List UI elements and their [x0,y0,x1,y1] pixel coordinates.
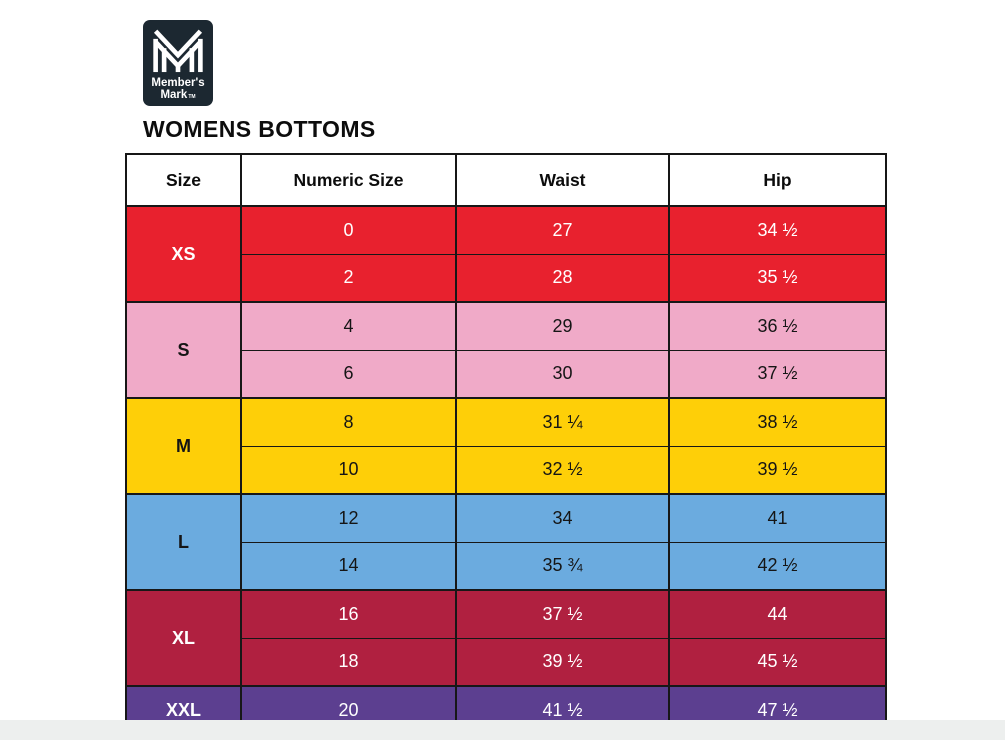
logo-text-members: Member's [151,77,205,89]
row-m-1: M 8 31 ¼ 38 ½ [125,397,887,495]
size-cell-xl: XL [125,589,242,687]
logo-text-mark: MarkTM [160,89,196,101]
waist-cell: 34 [455,493,670,543]
waist-cell: 32 ½ [455,445,670,495]
hip-cell: 44 [668,589,887,639]
row-s-2: 6 30 37 ½ [126,349,887,399]
hip-cell: 35 ½ [668,253,887,303]
bottom-edge-strip [0,720,1005,740]
numeric-size-cell: 10 [240,445,457,495]
numeric-size-cell: 4 [240,301,457,351]
header-waist: Waist [455,153,670,207]
row-xl-1: XL 16 37 ½ 44 [125,589,887,687]
members-mark-m-icon [153,29,203,73]
waist-cell: 30 [455,349,670,399]
waist-cell: 29 [455,301,670,351]
page-title: WOMENS BOTTOMS [143,116,376,142]
size-cell-m: M [125,397,242,495]
numeric-size-cell: 16 [240,589,457,639]
row-xs-2: 2 28 35 ½ [126,253,887,303]
size-cell-s: S [125,301,242,399]
numeric-size-cell: 6 [240,349,457,399]
size-cell-xs: XS [125,205,242,303]
hip-cell: 45 ½ [668,637,887,687]
size-cell-l: L [125,493,242,591]
waist-cell: 27 [455,205,670,255]
numeric-size-cell: 18 [240,637,457,687]
size-chart-table: Size Numeric Size Waist Hip XS 0 27 34 ½… [125,153,887,735]
waist-cell: 28 [455,253,670,303]
numeric-size-cell: 0 [240,205,457,255]
numeric-size-cell: 12 [240,493,457,543]
header-hip: Hip [668,153,887,207]
header-size: Size [125,153,242,207]
row-m-2: 10 32 ½ 39 ½ [126,445,887,495]
row-s-1: S 4 29 36 ½ [125,301,887,399]
hip-cell: 36 ½ [668,301,887,351]
waist-cell: 37 ½ [455,589,670,639]
trademark-symbol: TM [188,94,196,100]
members-mark-logo: Member's MarkTM [143,20,213,106]
hip-cell: 34 ½ [668,205,887,255]
waist-cell: 35 ¾ [455,541,670,591]
numeric-size-cell: 2 [240,253,457,303]
hip-cell: 42 ½ [668,541,887,591]
row-xl-2: 18 39 ½ 45 ½ [126,637,887,687]
numeric-size-cell: 8 [240,397,457,447]
waist-cell: 39 ½ [455,637,670,687]
row-l-1: L 12 34 41 [125,493,887,591]
waist-cell: 31 ¼ [455,397,670,447]
hip-cell: 37 ½ [668,349,887,399]
numeric-size-cell: 14 [240,541,457,591]
row-l-2: 14 35 ¾ 42 ½ [126,541,887,591]
hip-cell: 39 ½ [668,445,887,495]
hip-cell: 38 ½ [668,397,887,447]
header-numeric-size: Numeric Size [240,153,457,207]
header-row: Size Numeric Size Waist Hip [125,153,887,207]
hip-cell: 41 [668,493,887,543]
row-xs-1: XS 0 27 34 ½ [125,205,887,303]
